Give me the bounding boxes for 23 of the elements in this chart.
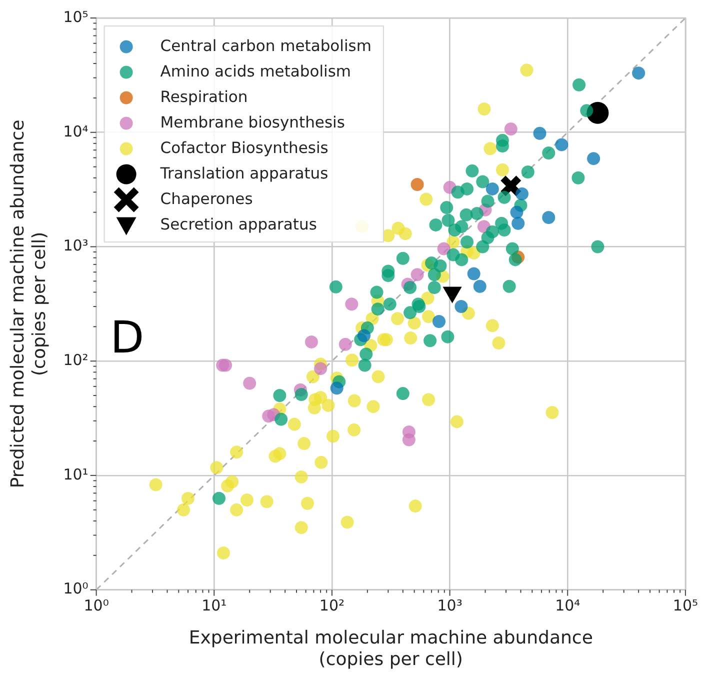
y-tick-label: 10⁰ <box>63 580 88 598</box>
legend-label: Secretion apparatus <box>160 215 317 234</box>
legend-label: Cofactor Biosynthesis <box>160 138 328 157</box>
x-tick-label: 10⁰ <box>84 596 109 615</box>
legend-label: Amino acids metabolism <box>160 62 352 80</box>
y-tick-label: 10⁵ <box>63 8 88 26</box>
y-tick-label: 10⁴ <box>63 122 88 140</box>
y-tick-label: 10² <box>63 350 88 369</box>
legend-label: Central carbon metabolism <box>160 36 372 55</box>
y-axis-title: Predicted molecular machine abundance (copies per cell) <box>7 120 50 488</box>
x-tick-label: 10³ <box>437 596 462 615</box>
annotation: D <box>110 312 144 364</box>
x-tick-label: 10⁵ <box>672 596 698 615</box>
y-tick-label: 10¹ <box>63 465 88 484</box>
legend-label: Chaperones <box>160 190 253 208</box>
legend-label: Respiration <box>160 88 248 106</box>
legend-label: Translation apparatus <box>159 164 328 182</box>
y-tick-label: 10³ <box>63 236 88 255</box>
legend-label: Membrane biosynthesis <box>160 113 345 132</box>
x-tick-label: 10² <box>319 596 345 615</box>
x-tick-label: 10¹ <box>202 596 227 615</box>
x-axis-title: Experimental molecular machine abundance (copies per cell) <box>188 627 593 670</box>
x-tick-label: 10⁴ <box>555 596 580 615</box>
